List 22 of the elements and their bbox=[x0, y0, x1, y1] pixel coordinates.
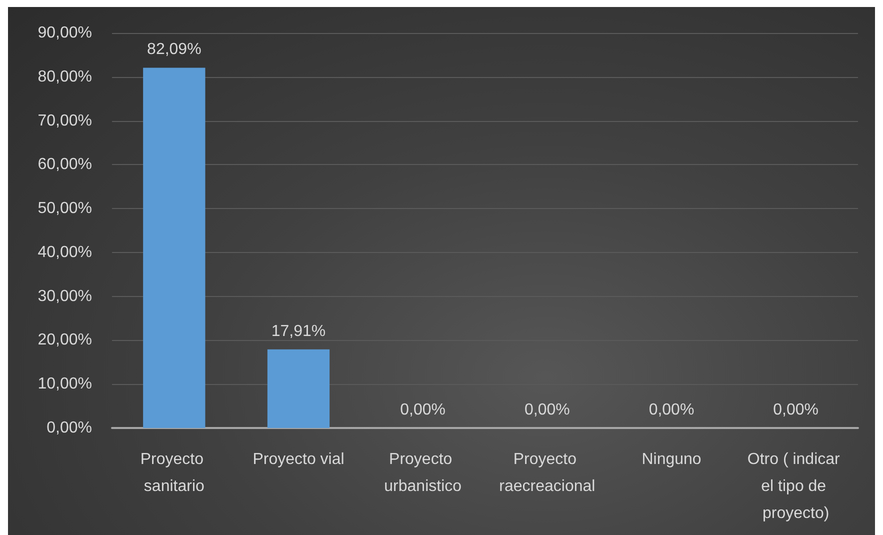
data-label: 0,00% bbox=[648, 402, 694, 418]
data-label: 0,00% bbox=[524, 402, 570, 418]
y-tick-label: 40,00% bbox=[38, 244, 92, 261]
x-tick-label: Proyecto sanitario bbox=[140, 451, 208, 495]
x-tick-label: Otro ( indicar el tipo de proyecto) bbox=[747, 451, 844, 522]
data-label: 82,09% bbox=[147, 41, 202, 58]
y-tick-label: 70,00% bbox=[38, 112, 92, 130]
data-label: 0,00% bbox=[773, 402, 819, 418]
y-tick-label: 60,00% bbox=[38, 156, 92, 174]
y-tick-label: 30,00% bbox=[38, 288, 92, 305]
y-tick-label: 10,00% bbox=[38, 376, 92, 393]
x-tick-label: Proyecto raecreacional bbox=[499, 451, 596, 495]
x-tick-label: Proyecto vial bbox=[252, 451, 344, 468]
y-tick-label: 20,00% bbox=[38, 332, 92, 349]
y-tick-label: 0,00% bbox=[46, 420, 92, 436]
x-tick-label: Proyecto urbanistico bbox=[384, 451, 462, 495]
x-tick-label: Ninguno bbox=[642, 451, 702, 468]
y-tick-label: 50,00% bbox=[38, 200, 92, 218]
y-tick-label: 90,00% bbox=[38, 24, 92, 42]
data-label: 17,91% bbox=[271, 322, 326, 340]
data-label: 0,00% bbox=[400, 402, 446, 418]
y-tick-label: 80,00% bbox=[38, 68, 92, 86]
